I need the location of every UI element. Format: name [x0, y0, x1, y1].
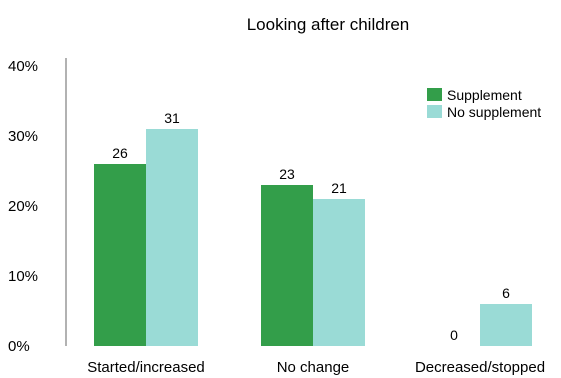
- data-label: 21: [331, 180, 347, 196]
- x-category-label: Started/increased: [87, 359, 205, 376]
- data-label: 31: [164, 110, 180, 126]
- bar-supplement: [261, 185, 313, 346]
- data-label: 6: [502, 285, 510, 301]
- bar-no-supplement: [480, 304, 532, 346]
- x-category-label: No change: [277, 359, 350, 376]
- bar-supplement: [94, 164, 146, 346]
- legend-swatch: [427, 105, 442, 118]
- bars: 26 31 23 21 0 6: [94, 110, 532, 346]
- y-tick-label: 30%: [8, 128, 38, 145]
- data-label: 23: [279, 166, 295, 182]
- x-category-label: Decreased/stopped: [415, 359, 545, 376]
- y-tick-label: 0%: [8, 338, 30, 355]
- data-label: 0: [450, 327, 458, 343]
- x-axis: Started/increased No change Decreased/stop…: [87, 359, 545, 376]
- legend-swatch: [427, 88, 442, 101]
- data-label: 26: [112, 145, 128, 161]
- bar-no-supplement: [146, 129, 198, 346]
- bar-no-supplement: [313, 199, 365, 346]
- legend-label: Supplement: [447, 87, 522, 103]
- y-axis: 0% 10% 20% 30% 40%: [8, 58, 67, 355]
- y-tick-label: 20%: [8, 198, 38, 215]
- y-tick-label: 40%: [8, 58, 38, 75]
- legend-label: No supplement: [447, 104, 541, 120]
- chart-title: Looking after children: [247, 15, 410, 34]
- y-tick-label: 10%: [8, 268, 38, 285]
